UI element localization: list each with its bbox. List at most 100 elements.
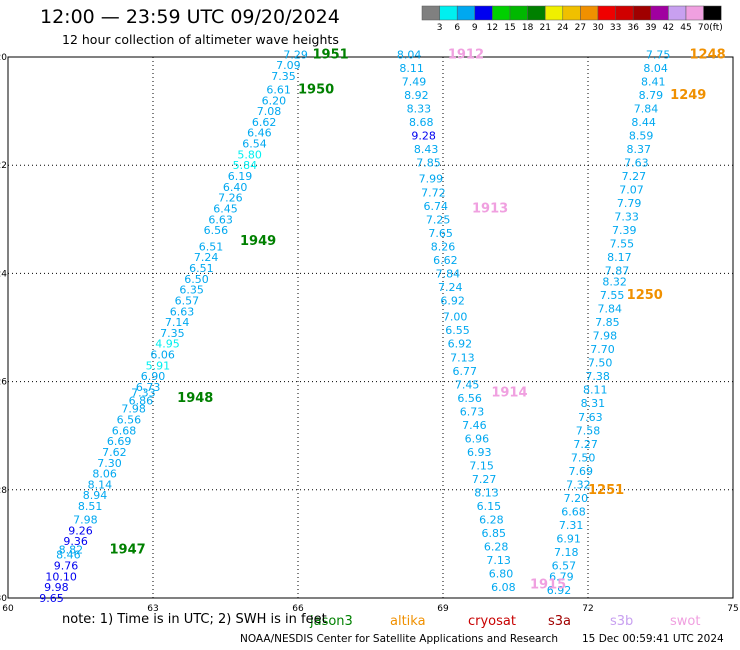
satellite-legend: jason3 altika cryosat s3a s3b swot [309, 614, 700, 629]
y-tick-label: -30 [0, 594, 7, 604]
wave-height-label: 7.24 [194, 251, 219, 264]
colorbar-swatch [492, 5, 511, 21]
wave-height-label: 8.26 [431, 240, 456, 253]
satellite-legend-altika: altika [390, 614, 426, 629]
wave-height-label: 7.87 [605, 265, 630, 278]
wave-height-label: 8.41 [641, 75, 666, 88]
wave-height-label: 7.84 [436, 267, 461, 280]
wave-height-label: 6.51 [199, 240, 224, 253]
satellite-legend-jason3: jason3 [309, 614, 353, 629]
colorbar-label: 6 [454, 23, 460, 33]
wave-height-label: 7.63 [578, 411, 603, 424]
wave-height-label: 6.90 [141, 370, 166, 383]
wave-height-label: 6.28 [479, 514, 504, 527]
colorbar-swatch [456, 5, 476, 21]
wave-height-label: 6.62 [252, 116, 277, 129]
wave-height-label: 6.35 [179, 284, 204, 297]
satellite-legend-cryosat: cryosat [468, 614, 516, 629]
colorbar-swatch [615, 5, 634, 21]
wave-height-label: 6.74 [424, 200, 449, 213]
page-title: 12:00 — 23:59 UTC 09/20/2024 [40, 6, 340, 28]
wave-height-label: 6.77 [453, 365, 478, 378]
data-points: 7.297.097.356.616.207.086.626.466.545.80… [39, 48, 670, 605]
wave-height-label: 8.04 [397, 48, 422, 61]
wave-height-label: 7.13 [486, 554, 511, 567]
colorbar-swatch [597, 5, 616, 21]
page-subtitle: 12 hour collection of altimeter wave hei… [62, 32, 339, 47]
wave-height-label: 6.62 [433, 254, 458, 267]
wave-height-label: 6.68 [561, 505, 586, 518]
colorbar-label: 30 [592, 23, 604, 33]
wave-height-label: 5.80 [237, 148, 262, 161]
wave-height-label: 8.43 [414, 143, 439, 156]
colorbar-label: 42 [663, 23, 674, 33]
wave-height-label: 7.26 [218, 192, 243, 205]
pass-number-label: 1951 [313, 47, 349, 62]
wave-height-label: 8.82 [59, 543, 84, 556]
wave-height-label: 7.35 [271, 70, 296, 83]
pass-number-label: 1949 [240, 234, 276, 249]
wave-height-label: 6.46 [247, 127, 272, 140]
wave-height-label: 7.75 [646, 48, 671, 61]
colorbar-swatch [527, 5, 546, 21]
wave-height-label: 6.56 [457, 392, 482, 405]
satellite-legend-swot: swot [670, 614, 700, 629]
colorbar-swatch [439, 5, 458, 21]
wave-height-label: 7.84 [634, 102, 659, 115]
wave-height-label: 7.55 [600, 289, 625, 302]
wave-height-label: 8.11 [399, 62, 424, 75]
wave-height-label: 7.07 [619, 184, 644, 197]
wave-height-label: 7.38 [585, 370, 610, 383]
wave-height-label: 7.08 [257, 105, 282, 118]
wave-height-label: 6.54 [242, 138, 267, 151]
colorbar-label: 45 [680, 23, 691, 33]
colorbar-unit: (ft) [709, 23, 723, 33]
colorbar-label: 18 [522, 23, 534, 33]
wave-height-label: 8.17 [607, 251, 632, 264]
colorbar-swatch [509, 5, 528, 21]
wave-height-label: 6.86 [129, 395, 154, 408]
wave-height-label: 7.85 [416, 156, 441, 169]
colorbar-label: 21 [539, 23, 550, 33]
wave-height-label: 7.98 [593, 330, 618, 343]
wave-height-label: 7.20 [564, 492, 589, 505]
y-tick-label: -28 [0, 486, 7, 496]
wave-height-label: 6.57 [175, 294, 200, 307]
wave-height-label: 6.85 [482, 527, 507, 540]
colorbar-label: 33 [610, 23, 621, 33]
wave-height-label: 7.18 [554, 546, 579, 559]
x-tick-label: 63 [147, 604, 158, 614]
pass-labels: 1951 1950 1949 1948 1947 1912 1913 1914 1915 1248… [110, 47, 726, 592]
wave-height-label: 7.58 [576, 424, 601, 437]
wave-height-label: 5.91 [146, 359, 171, 372]
wave-height-label: 8.04 [643, 62, 668, 75]
wave-height-label: 7.33 [614, 211, 639, 224]
wave-height-label: 9.76 [54, 560, 79, 573]
colorbar-swatch [668, 5, 687, 21]
wave-height-label: 6.55 [445, 324, 470, 337]
colorbar-label: 15 [504, 23, 515, 33]
wave-height-label: 6.80 [489, 568, 514, 581]
wave-height-label: 6.08 [491, 581, 516, 594]
wave-height-label: 6.92 [547, 584, 572, 597]
wave-height-label: 6.45 [213, 202, 238, 215]
x-tick-label: 72 [582, 604, 593, 614]
x-tick-label: 60 [2, 604, 14, 614]
wave-height-label: 4.95 [155, 338, 180, 351]
wave-height-label: 8.13 [474, 487, 499, 500]
wave-height-label: 8.33 [407, 102, 432, 115]
wave-height-label: 5.84 [233, 159, 258, 172]
wave-height-label: 7.27 [622, 170, 647, 183]
colorbar-label: 3 [437, 23, 443, 33]
wave-height-label: 7.09 [276, 59, 301, 72]
wave-height-label: 7.49 [402, 75, 427, 88]
colorbar-swatch [474, 5, 493, 21]
wave-height-label: 6.20 [262, 94, 287, 107]
wave-height-label: 7.50 [571, 451, 596, 464]
wave-height-label: 7.30 [97, 457, 122, 470]
wave-height-label: 9.28 [411, 129, 436, 142]
colorbar-swatch [562, 5, 581, 21]
wave-height-label: 8.79 [639, 89, 664, 102]
colorbar-swatch [632, 5, 652, 21]
